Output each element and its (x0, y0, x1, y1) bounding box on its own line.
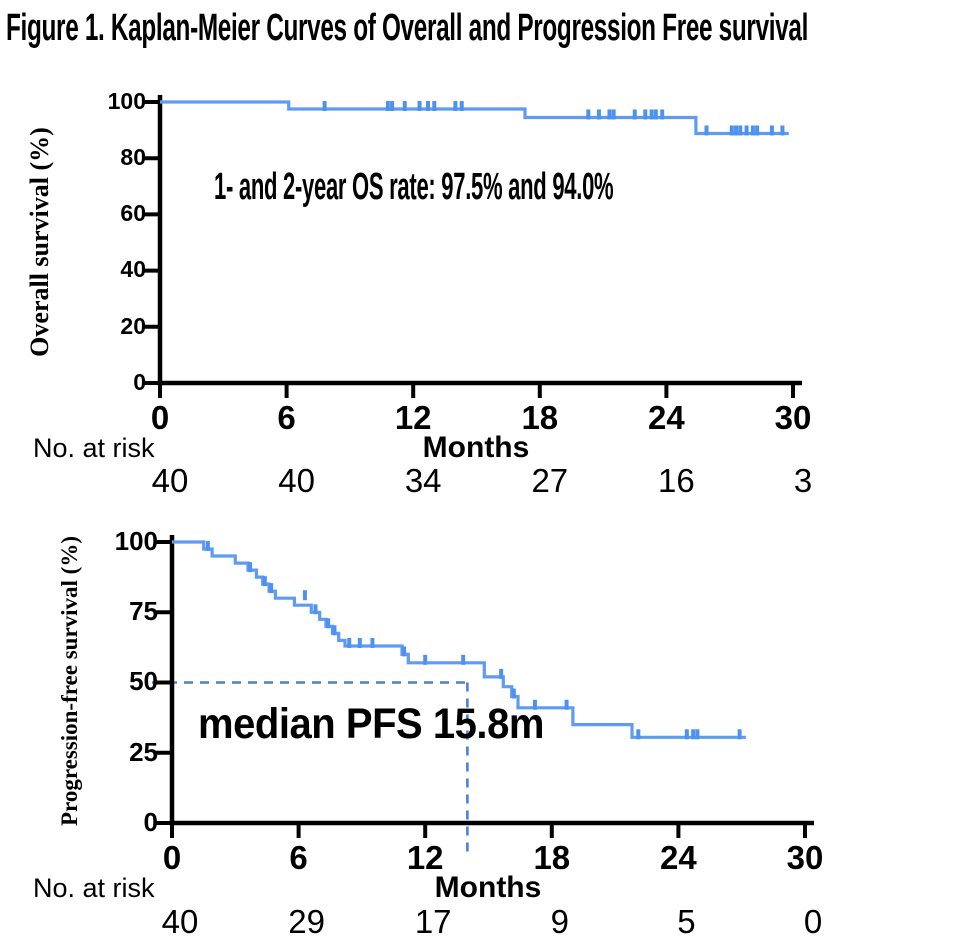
os-x-axis-title: Months (422, 431, 530, 464)
pfs-y-axis-title: Progression-free survival (%) (57, 535, 82, 827)
os-rate-annotation: 1- and 2-year OS rate: 97.5% and 94.0% (214, 166, 614, 208)
os-km-curve (160, 100, 789, 136)
os-chart (143, 95, 802, 398)
figure-title: Figure 1. Kaplan-Meier Curves of Overall… (6, 7, 809, 49)
os-y-axis-title: Overall survival (%) (25, 127, 54, 357)
pfs-km-curve (172, 540, 746, 739)
pfs-median-annotation: median PFS 15.8m (198, 700, 544, 748)
pfs-no-at-risk-label: No. at risk (33, 873, 155, 903)
pfs-chart (152, 535, 814, 852)
os-no-at-risk-label: No. at risk (33, 433, 155, 463)
pfs-x-axis-title: Months (434, 871, 542, 904)
